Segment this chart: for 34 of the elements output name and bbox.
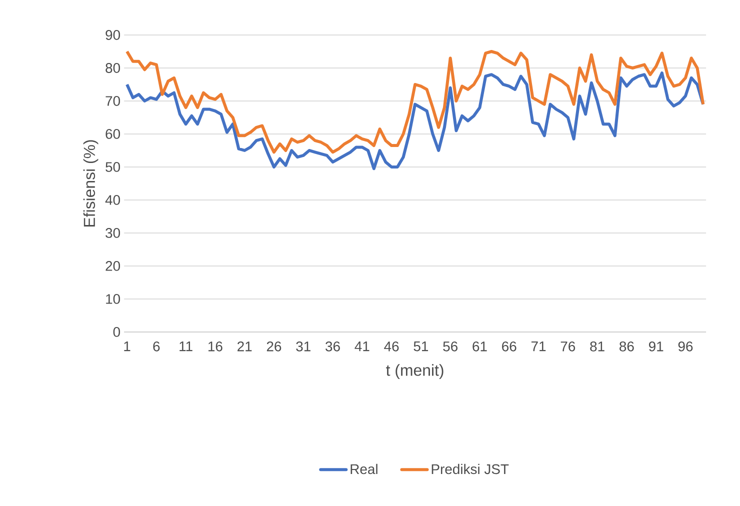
x-tick-label: 71 xyxy=(531,341,546,352)
x-tick-label: 46 xyxy=(384,341,399,352)
y-tick-label: 20 xyxy=(106,261,120,271)
x-tick-label: 61 xyxy=(472,341,487,352)
y-tick-label: 50 xyxy=(106,162,120,172)
x-tick-label: 51 xyxy=(414,341,428,352)
legend-label: Prediksi JST xyxy=(432,464,509,474)
y-tick-label: 10 xyxy=(106,294,120,304)
x-tick-label: 26 xyxy=(266,341,282,352)
x-tick-label: 16 xyxy=(208,341,222,352)
y-tick-label: 90 xyxy=(106,30,120,40)
x-tick-label: 81 xyxy=(590,341,604,352)
x-tick-label: 1 xyxy=(124,341,130,352)
x-axis-title: t (menit) xyxy=(386,364,444,380)
y-tick-label: 30 xyxy=(106,228,120,238)
y-tick-label: 60 xyxy=(106,129,120,139)
y-tick-label: 0 xyxy=(113,327,120,337)
x-tick-label: 66 xyxy=(502,341,516,352)
legend-label: Real xyxy=(350,464,378,474)
x-tick-label: 36 xyxy=(326,341,340,352)
x-tick-label: 41 xyxy=(354,341,370,352)
y-tick-label: 70 xyxy=(106,96,120,106)
x-tick-label: 91 xyxy=(648,341,664,352)
y-axis-title: Efisiensi (%) xyxy=(83,140,98,226)
x-tick-label: 86 xyxy=(620,341,634,352)
y-tick-label: 40 xyxy=(105,195,120,205)
x-tick-label: 11 xyxy=(180,341,192,352)
x-tick-label: 76 xyxy=(560,341,576,352)
x-tick-label: 96 xyxy=(678,341,693,352)
x-tick-label: 21 xyxy=(238,341,252,352)
y-tick-label: 80 xyxy=(106,63,120,73)
x-tick-label: 6 xyxy=(153,341,160,352)
x-tick-label: 31 xyxy=(296,341,310,352)
x-tick-label: 56 xyxy=(443,341,458,352)
